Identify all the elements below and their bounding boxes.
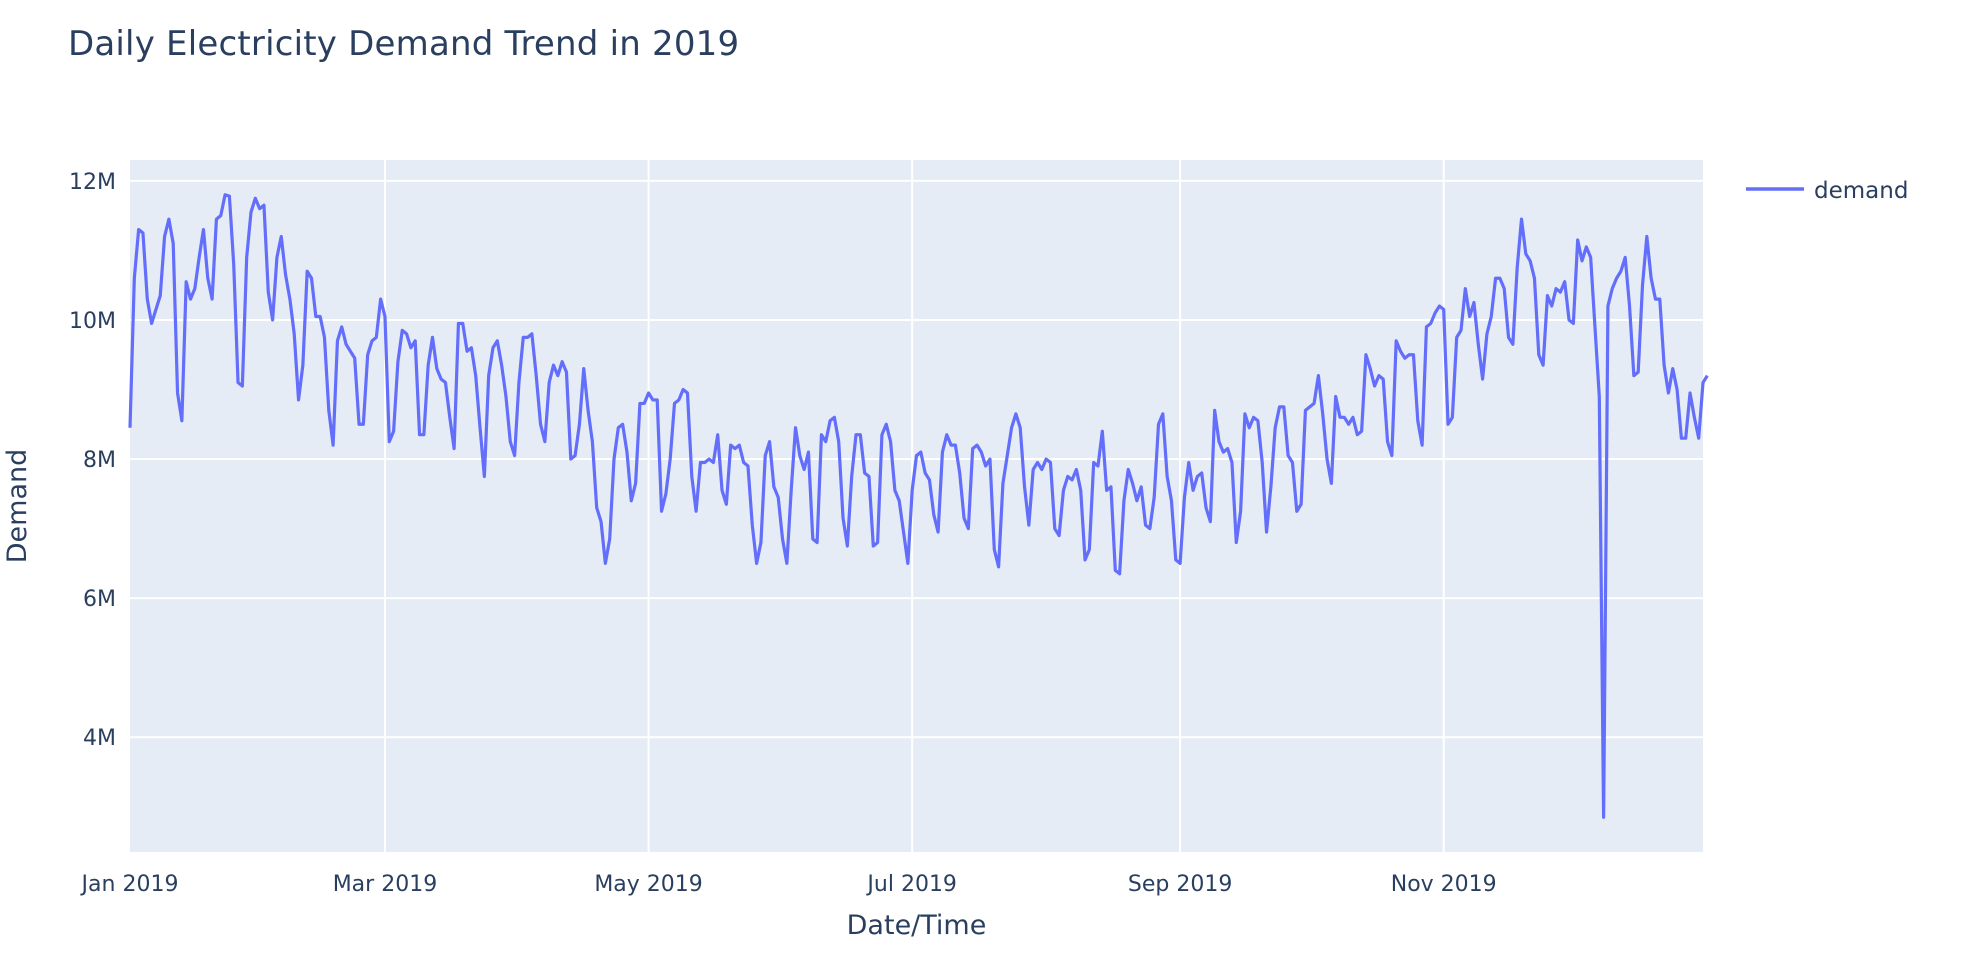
y-tick-label: 4M	[83, 726, 116, 751]
y-axis-title: Demand	[2, 449, 33, 564]
y-tick-label: 6M	[83, 587, 116, 612]
legend-label-demand: demand	[1814, 178, 1908, 204]
chart-title: Daily Electricity Demand Trend in 2019	[68, 24, 740, 64]
demand-series-line	[128, 193, 1709, 819]
y-tick-label: 10M	[69, 309, 116, 334]
x-tick-label: Jul 2019	[865, 872, 957, 897]
x-tick-label: May 2019	[594, 872, 702, 897]
legend[interactable]: demand	[1746, 178, 1908, 204]
plot-area	[130, 160, 1703, 852]
x-tick-label: Jan 2019	[80, 872, 179, 897]
y-tick-label: 12M	[69, 170, 116, 195]
x-tick-label: Mar 2019	[333, 872, 438, 897]
x-tick-label: Sep 2019	[1128, 872, 1232, 897]
axis-ticks: Jan 2019 Mar 2019 May 2019 Jul 2019 Sep 2019…	[69, 170, 1497, 897]
y-tick-label: 8M	[83, 448, 116, 473]
x-axis-title: Date/Time	[847, 910, 987, 941]
x-tick-label: Nov 2019	[1391, 872, 1497, 897]
